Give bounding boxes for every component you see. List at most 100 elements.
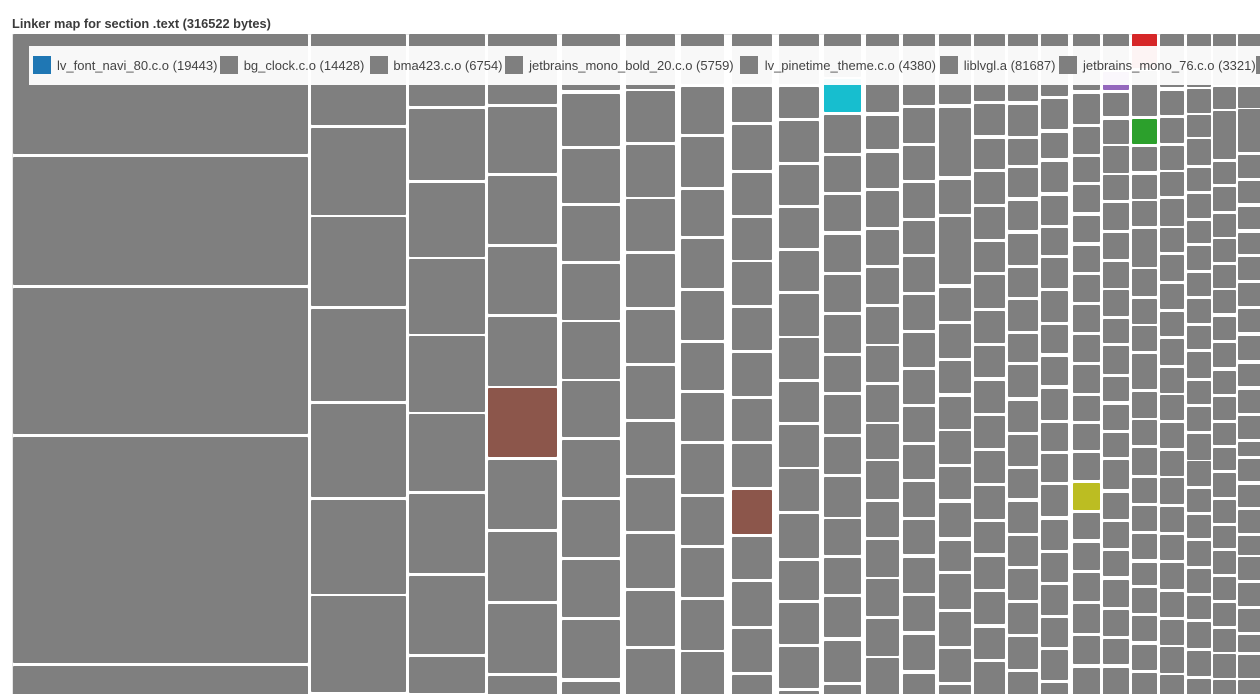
treemap-cell [1041, 485, 1069, 517]
treemap-cell [1212, 499, 1236, 524]
treemap-cell [903, 482, 935, 517]
treemap-cell [1103, 460, 1130, 490]
treemap-cell [1187, 678, 1211, 694]
treemap-cell [1008, 569, 1038, 600]
treemap-cell [974, 661, 1005, 694]
treemap-cell [561, 381, 621, 438]
treemap-cell [1187, 541, 1211, 567]
treemap-cell [1132, 391, 1158, 418]
treemap-cell [1041, 196, 1069, 226]
treemap-cell [625, 422, 675, 475]
treemap-cell [1187, 114, 1211, 137]
treemap-cell [903, 634, 935, 671]
treemap-cell [865, 268, 899, 305]
treemap-cell [939, 684, 971, 694]
treemap-cell [974, 380, 1005, 413]
treemap-cell [1187, 381, 1211, 405]
treemap-cell [1041, 161, 1069, 193]
treemap-cell [1041, 454, 1069, 482]
treemap-cell [1238, 510, 1260, 534]
treemap-cell [1103, 120, 1130, 144]
treemap-cell [1103, 639, 1130, 665]
treemap-cell [903, 673, 935, 694]
treemap-cell [903, 519, 935, 555]
treemap-cell [1072, 156, 1100, 183]
treemap-cell [1212, 526, 1236, 549]
treemap-cell [939, 107, 971, 177]
treemap-cell [409, 259, 486, 334]
treemap-cell [1008, 267, 1038, 297]
treemap-cell [974, 486, 1005, 519]
treemap-cell [823, 395, 862, 435]
treemap-cell [680, 652, 725, 694]
treemap-cell [1041, 325, 1069, 354]
legend-item-label: lv_font_navi_80.c.o (19443) [57, 57, 218, 73]
treemap-cell [939, 396, 971, 429]
treemap-cell [865, 384, 899, 422]
treemap-cell [488, 106, 557, 173]
treemap-cell [680, 189, 725, 236]
treemap-cell [778, 208, 820, 249]
treemap-cell [1041, 99, 1069, 129]
treemap-cell [1103, 521, 1130, 548]
treemap-cell [778, 338, 820, 380]
treemap-cell [778, 382, 820, 423]
treemap-cell [488, 317, 557, 386]
legend-glyph-swatch [505, 56, 524, 75]
treemap-cell [1008, 637, 1038, 670]
treemap-cell [974, 627, 1005, 659]
treemap-cell [1187, 651, 1211, 676]
treemap-cell [1160, 199, 1185, 226]
treemap-cell [939, 502, 971, 538]
treemap-cell [1072, 453, 1100, 480]
legend-glyph-swatch [939, 56, 958, 75]
treemap-cell [974, 521, 1005, 554]
treemap-cell [778, 561, 820, 600]
treemap-cell [1072, 274, 1100, 302]
treemap-cell [1160, 339, 1185, 366]
chart-title: Linker map for section .text (316522 byt… [12, 15, 271, 31]
treemap-cell [1187, 407, 1211, 431]
treemap-cell [311, 216, 407, 306]
treemap-cell [409, 494, 486, 574]
legend-item-label: bma423.c.o (6754) [393, 57, 503, 73]
treemap-cell [1072, 127, 1100, 155]
treemap-cell [731, 628, 773, 673]
treemap-cell [1160, 563, 1185, 589]
treemap-cell [778, 469, 820, 512]
treemap-cell [1008, 200, 1038, 231]
treemap-cell [625, 477, 675, 531]
treemap-cell [1187, 139, 1211, 166]
treemap-cell [1238, 389, 1260, 413]
treemap-cell [939, 217, 971, 285]
treemap-cell [12, 666, 309, 694]
legend-item-label: bg_clock.c.o (14428) [243, 57, 365, 73]
treemap-cell [731, 536, 773, 580]
treemap-cell [1238, 442, 1260, 456]
treemap-cell [1103, 579, 1130, 607]
treemap-cell [974, 451, 1005, 484]
treemap-cell [1008, 535, 1038, 566]
treemap-cell [865, 461, 899, 500]
treemap-cell [1160, 675, 1185, 694]
treemap-cell [974, 556, 1005, 590]
legend-glyph-swatch [1255, 56, 1260, 75]
treemap-cell [561, 499, 621, 557]
treemap-cell [1132, 673, 1158, 694]
treemap-cell [1072, 483, 1100, 511]
treemap-cell [1103, 290, 1130, 316]
treemap-cell [1008, 139, 1038, 166]
treemap-cell [1132, 119, 1158, 145]
treemap-cell [1132, 420, 1158, 446]
treemap-cell [1041, 257, 1069, 289]
treemap-cell [1160, 591, 1185, 617]
treemap-cell [731, 86, 773, 122]
treemap-cell [680, 548, 725, 598]
plot-outline [12, 33, 1260, 694]
legend-item-label: liblvgl.a (81687) [963, 57, 1056, 73]
treemap-cell [903, 256, 935, 292]
treemap-cell [12, 156, 309, 285]
treemap-cell [561, 93, 621, 147]
treemap-cell [823, 156, 862, 193]
treemap-cell [731, 444, 773, 487]
